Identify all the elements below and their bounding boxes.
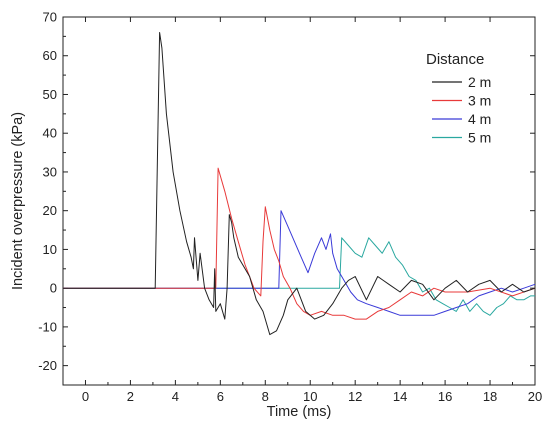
y-tick-label: 10 xyxy=(43,242,57,257)
y-tick-label: -10 xyxy=(38,319,57,334)
x-tick-label: 20 xyxy=(528,389,542,404)
y-tick-label: 50 xyxy=(43,87,57,102)
x-tick-label: 10 xyxy=(303,389,317,404)
x-tick-label: 6 xyxy=(217,389,224,404)
x-tick-label: 14 xyxy=(393,389,407,404)
y-axis-title: Incident overpressure (kPa) xyxy=(10,112,26,290)
x-axis-title: Time (ms) xyxy=(267,404,332,420)
x-tick-label: 8 xyxy=(262,389,269,404)
y-tick-label: 30 xyxy=(43,164,57,179)
x-tick-label: 16 xyxy=(438,389,452,404)
x-tick-label: 0 xyxy=(82,389,89,404)
x-tick-label: 18 xyxy=(483,389,497,404)
y-tick-label: 60 xyxy=(43,48,57,63)
y-tick-label: 0 xyxy=(50,281,57,296)
legend-label: 5 m xyxy=(468,130,491,146)
x-tick-label: 12 xyxy=(348,389,362,404)
legend: Distance 2 m 3 m 4 m 5 m xyxy=(426,51,491,146)
x-tick-label: 4 xyxy=(172,389,179,404)
y-tick-label: 40 xyxy=(43,126,57,141)
series-line-4m xyxy=(63,210,536,316)
x-axis-ticks: 0 2 4 6 8 10 12 14 16 18 20 xyxy=(62,17,542,404)
series-line-5m xyxy=(63,237,535,316)
y-tick-label: -20 xyxy=(38,358,57,373)
legend-label: 3 m xyxy=(468,93,491,109)
series-line-3m xyxy=(63,167,536,320)
y-tick-label: 70 xyxy=(43,10,57,25)
legend-label: 4 m xyxy=(468,111,491,127)
x-tick-label: 2 xyxy=(127,389,134,404)
series-line-2m xyxy=(63,32,536,336)
series-lines xyxy=(63,32,536,336)
y-tick-label: 20 xyxy=(43,203,57,218)
legend-title: Distance xyxy=(426,51,484,68)
legend-label: 2 m xyxy=(468,74,491,90)
plot-area-frame xyxy=(62,16,536,386)
